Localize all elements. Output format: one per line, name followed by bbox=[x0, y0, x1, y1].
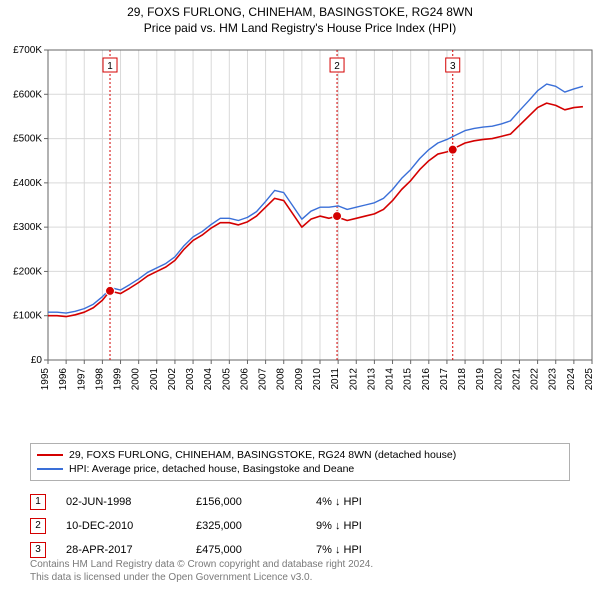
svg-text:2018: 2018 bbox=[457, 368, 468, 391]
svg-text:£600K: £600K bbox=[13, 89, 42, 100]
svg-text:2008: 2008 bbox=[276, 368, 287, 391]
marker-box-icon: 3 bbox=[30, 542, 46, 558]
svg-text:2016: 2016 bbox=[421, 368, 432, 391]
svg-text:£300K: £300K bbox=[13, 222, 42, 233]
marker-delta: 7% ↓ HPI bbox=[316, 544, 406, 556]
svg-text:2006: 2006 bbox=[239, 368, 250, 391]
svg-text:2002: 2002 bbox=[167, 368, 178, 391]
marker-delta: 9% ↓ HPI bbox=[316, 520, 406, 532]
svg-text:3: 3 bbox=[450, 61, 456, 72]
svg-text:2022: 2022 bbox=[530, 368, 541, 391]
svg-text:£200K: £200K bbox=[13, 266, 42, 277]
marker-price: £325,000 bbox=[196, 520, 316, 532]
svg-text:2000: 2000 bbox=[131, 368, 142, 391]
svg-text:2013: 2013 bbox=[366, 368, 377, 391]
marker-date: 10-DEC-2010 bbox=[66, 520, 196, 532]
svg-text:2004: 2004 bbox=[203, 368, 214, 391]
svg-text:2001: 2001 bbox=[149, 368, 160, 391]
svg-text:£700K: £700K bbox=[13, 45, 42, 56]
svg-text:2019: 2019 bbox=[475, 368, 486, 391]
svg-text:2011: 2011 bbox=[330, 368, 341, 390]
title-address: 29, FOXS FURLONG, CHINEHAM, BASINGSTOKE,… bbox=[0, 4, 600, 20]
marker-price: £156,000 bbox=[196, 496, 316, 508]
svg-text:2: 2 bbox=[334, 61, 340, 72]
svg-text:£500K: £500K bbox=[13, 134, 42, 145]
legend-swatch bbox=[37, 468, 63, 470]
chart-titles: 29, FOXS FURLONG, CHINEHAM, BASINGSTOKE,… bbox=[0, 0, 600, 36]
svg-text:1: 1 bbox=[107, 61, 113, 72]
title-subtitle: Price paid vs. HM Land Registry's House … bbox=[0, 20, 600, 36]
marker-row: 2 10-DEC-2010 £325,000 9% ↓ HPI bbox=[30, 514, 570, 538]
marker-box-icon: 1 bbox=[30, 494, 46, 510]
marker-date: 02-JUN-1998 bbox=[66, 496, 196, 508]
svg-text:2003: 2003 bbox=[185, 368, 196, 391]
footer-line: Contains HM Land Registry data © Crown c… bbox=[30, 558, 373, 571]
legend: 29, FOXS FURLONG, CHINEHAM, BASINGSTOKE,… bbox=[30, 443, 570, 481]
svg-text:£400K: £400K bbox=[13, 178, 42, 189]
svg-text:2014: 2014 bbox=[385, 368, 396, 391]
svg-text:2017: 2017 bbox=[439, 368, 450, 391]
svg-text:2009: 2009 bbox=[294, 368, 305, 391]
legend-label: HPI: Average price, detached house, Basi… bbox=[69, 463, 354, 475]
svg-text:1997: 1997 bbox=[76, 368, 87, 391]
svg-text:£100K: £100K bbox=[13, 311, 42, 322]
svg-text:2023: 2023 bbox=[548, 368, 559, 391]
footer-line: This data is licensed under the Open Gov… bbox=[30, 571, 373, 584]
svg-text:2021: 2021 bbox=[511, 368, 522, 391]
svg-text:2010: 2010 bbox=[312, 368, 323, 391]
svg-text:2015: 2015 bbox=[403, 368, 414, 391]
svg-text:1998: 1998 bbox=[94, 368, 105, 391]
svg-text:2020: 2020 bbox=[493, 368, 504, 391]
legend-swatch bbox=[37, 454, 63, 456]
line-chart-svg: £0 £100K £200K £300K £400K £500K £600K £700K 199… bbox=[0, 40, 600, 435]
svg-text:£0: £0 bbox=[31, 355, 43, 366]
legend-item: 29, FOXS FURLONG, CHINEHAM, BASINGSTOKE,… bbox=[37, 448, 563, 462]
svg-text:1996: 1996 bbox=[58, 368, 69, 391]
marker-box-icon: 2 bbox=[30, 518, 46, 534]
marker-table: 1 02-JUN-1998 £156,000 4% ↓ HPI 2 10-DEC… bbox=[30, 490, 570, 562]
marker-row: 1 02-JUN-1998 £156,000 4% ↓ HPI bbox=[30, 490, 570, 514]
svg-text:2024: 2024 bbox=[566, 368, 577, 391]
svg-text:2012: 2012 bbox=[348, 368, 359, 391]
svg-text:1995: 1995 bbox=[40, 368, 51, 391]
marker-price: £475,000 bbox=[196, 544, 316, 556]
marker-date: 28-APR-2017 bbox=[66, 544, 196, 556]
svg-text:2007: 2007 bbox=[258, 368, 269, 391]
marker-delta: 4% ↓ HPI bbox=[316, 496, 406, 508]
legend-label: 29, FOXS FURLONG, CHINEHAM, BASINGSTOKE,… bbox=[69, 449, 456, 461]
legend-item: HPI: Average price, detached house, Basi… bbox=[37, 462, 563, 476]
svg-text:2025: 2025 bbox=[584, 368, 595, 391]
chart-area: £0 £100K £200K £300K £400K £500K £600K £700K 199… bbox=[0, 40, 600, 435]
svg-text:2005: 2005 bbox=[221, 368, 232, 391]
footer-attribution: Contains HM Land Registry data © Crown c… bbox=[30, 558, 373, 584]
svg-text:1999: 1999 bbox=[113, 368, 124, 391]
